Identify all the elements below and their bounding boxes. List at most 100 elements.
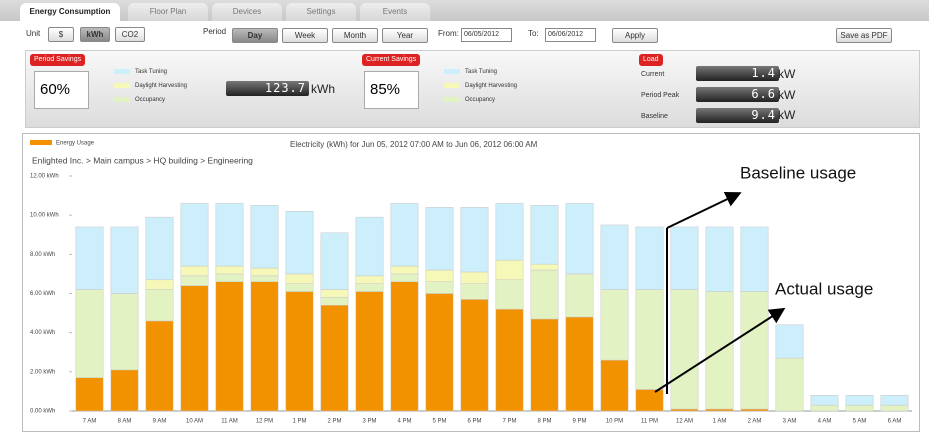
legend-label: Task Tuning bbox=[465, 69, 498, 76]
x-tick-label: 5 AM bbox=[853, 419, 867, 425]
load-value: 6.6 bbox=[696, 87, 779, 102]
button[interactable]: Month bbox=[332, 28, 378, 43]
tab[interactable]: Events bbox=[360, 3, 430, 21]
tab[interactable]: Floor Plan bbox=[128, 3, 208, 21]
date-field[interactable]: 06/05/2012 bbox=[461, 28, 512, 42]
bar-segment bbox=[390, 273, 419, 282]
bar-segment bbox=[460, 299, 489, 412]
button[interactable]: Week bbox=[282, 28, 328, 43]
tab[interactable]: Energy Consumption bbox=[20, 3, 120, 21]
annotation-arrow bbox=[666, 191, 742, 229]
annotation: Baseline usage bbox=[740, 163, 856, 182]
bar-segment bbox=[810, 404, 839, 412]
legend: Task Tuning Daylight Harvesting Occupanc… bbox=[444, 69, 517, 103]
x-tick-label: 10 AM bbox=[186, 419, 203, 425]
button[interactable]: kWh bbox=[80, 27, 110, 42]
button[interactable]: Year bbox=[382, 28, 428, 43]
amount: 123.7 bbox=[226, 81, 309, 96]
tab[interactable]: Devices bbox=[212, 3, 282, 21]
panel-title: Load bbox=[639, 54, 663, 66]
bar-segment bbox=[425, 207, 454, 271]
bar-segment bbox=[145, 216, 174, 281]
x-tick-label: 6 PM bbox=[467, 419, 481, 425]
unit: kW bbox=[778, 67, 796, 81]
bar-segment bbox=[670, 408, 699, 412]
bar-segment bbox=[75, 289, 104, 378]
label: Period bbox=[203, 27, 227, 36]
x-tick-label: 12 AM bbox=[676, 419, 693, 425]
bar-segment bbox=[320, 289, 349, 298]
y-tick-label: 4.00 kWh bbox=[30, 330, 55, 336]
load-value: 9.4 bbox=[696, 108, 779, 123]
bar-segment bbox=[390, 265, 419, 275]
bar-segment bbox=[635, 289, 664, 390]
bar-segment bbox=[635, 389, 664, 412]
legend: Task Tuning Daylight Harvesting Occupanc… bbox=[114, 69, 187, 103]
bar-segment bbox=[670, 289, 699, 410]
x-tick-label: 9 AM bbox=[153, 419, 167, 425]
chart-subtitle: Enlighted Inc. > Main campus > HQ buildi… bbox=[32, 155, 253, 165]
load-value: 1.4 bbox=[696, 66, 779, 81]
bar-segment bbox=[285, 273, 314, 284]
legend-label: Energy Usage bbox=[56, 141, 95, 147]
bar-segment bbox=[495, 279, 524, 310]
legend-label: Daylight Harvesting bbox=[135, 83, 188, 90]
label: Unit bbox=[26, 29, 41, 38]
bar-segment bbox=[215, 273, 244, 282]
button[interactable]: Save as PDF bbox=[836, 28, 892, 43]
x-tick-label: 11 AM bbox=[221, 419, 238, 425]
unit: kWh bbox=[311, 82, 335, 96]
bar-segment bbox=[460, 207, 489, 273]
tab[interactable]: Settings bbox=[286, 3, 356, 21]
x-tick-label: 6 AM bbox=[888, 419, 902, 425]
bar-segment bbox=[250, 281, 279, 412]
bar-segment bbox=[740, 291, 769, 410]
bar-segment bbox=[740, 408, 769, 412]
annotation-arrow bbox=[654, 307, 786, 393]
bar-segment bbox=[880, 404, 909, 412]
bar-segment bbox=[355, 275, 384, 284]
chart-frame bbox=[22, 133, 920, 432]
bar-segment bbox=[355, 291, 384, 412]
bar-segment bbox=[600, 289, 629, 361]
bar-segment bbox=[390, 203, 419, 267]
bar-segment bbox=[110, 293, 139, 371]
x-tick-label: 3 AM bbox=[783, 419, 797, 425]
date-field[interactable]: 06/06/2012 bbox=[545, 28, 596, 42]
load-label: Period Peak bbox=[641, 92, 680, 99]
bar-segment bbox=[740, 226, 769, 292]
bar-segment bbox=[495, 308, 524, 412]
bar-segment bbox=[215, 281, 244, 412]
bar-segment bbox=[180, 275, 209, 286]
toolbar: Unit $ kWh CO2 Period Day Week Month Yea… bbox=[0, 22, 929, 48]
panel-title: Current Savings bbox=[362, 54, 421, 66]
annotation: Actual usage bbox=[775, 279, 873, 298]
panel-title: Period Savings bbox=[30, 54, 86, 66]
unit: kW bbox=[778, 88, 796, 102]
y-tick-label: 0.00 kWh bbox=[30, 409, 55, 415]
bar-segment bbox=[285, 211, 314, 275]
bar-segment bbox=[215, 203, 244, 267]
bar-segment bbox=[775, 357, 804, 412]
legend-swatch bbox=[30, 140, 52, 145]
bar-segment bbox=[530, 263, 559, 271]
percent: 85% bbox=[364, 71, 419, 109]
bar-segment bbox=[145, 279, 174, 290]
label: From: bbox=[438, 29, 459, 38]
x-tick-label: 4 AM bbox=[818, 419, 832, 425]
bar-segment bbox=[110, 369, 139, 412]
bar-segment bbox=[670, 226, 699, 290]
button[interactable]: Day bbox=[232, 28, 278, 43]
bar-segment bbox=[705, 291, 734, 410]
bar-segment bbox=[845, 404, 874, 412]
button[interactable]: Apply bbox=[612, 28, 658, 43]
bar-segment bbox=[810, 395, 839, 406]
x-tick-label: 10 PM bbox=[606, 419, 623, 425]
button[interactable]: $ bbox=[48, 27, 74, 42]
unit: kW bbox=[778, 108, 796, 122]
bar-segment bbox=[600, 359, 629, 412]
tab-bar: Energy Consumption Floor Plan Devices Se… bbox=[0, 0, 929, 21]
bar-segment bbox=[285, 291, 314, 412]
button[interactable]: CO2 bbox=[115, 27, 145, 42]
